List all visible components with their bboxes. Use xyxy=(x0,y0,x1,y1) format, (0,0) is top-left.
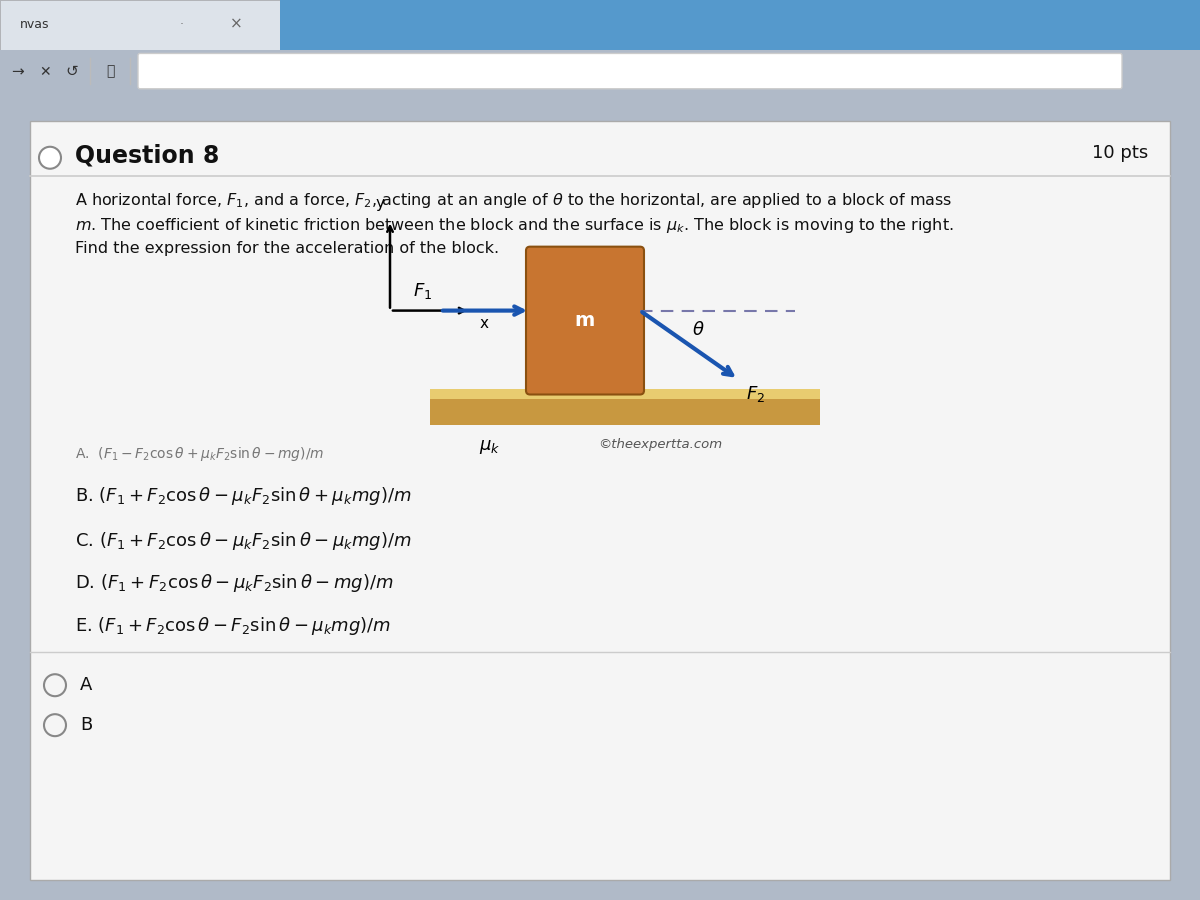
Text: y: y xyxy=(376,195,384,211)
Bar xyxy=(280,0,1200,50)
Bar xyxy=(0,0,280,50)
Text: B. $\left(F_1 + F_2\cos\theta - \mu_k F_2\sin\theta + \mu_k mg\right)/m$: B. $\left(F_1 + F_2\cos\theta - \mu_k F_… xyxy=(74,485,412,508)
Text: Find the expression for the acceleration of the block.: Find the expression for the acceleration… xyxy=(74,240,499,256)
Text: →: → xyxy=(12,64,24,79)
Text: D. $\left(F_1 + F_2\cos\theta - \mu_k F_2\sin\theta - mg\right)/m$: D. $\left(F_1 + F_2\cos\theta - \mu_k F_… xyxy=(74,572,394,594)
FancyBboxPatch shape xyxy=(30,121,1170,880)
Text: A.  $(F_1 - F_2\cos\theta + \mu_k F_2\sin\theta - mg)/m$: A. $(F_1 - F_2\cos\theta + \mu_k F_2\sin… xyxy=(74,446,324,464)
Text: ↺: ↺ xyxy=(66,64,78,79)
Text: $F_2$: $F_2$ xyxy=(746,384,766,404)
Text: $\theta$: $\theta$ xyxy=(692,320,704,338)
FancyBboxPatch shape xyxy=(138,53,1122,89)
Text: A horizontal force, $F_1$, and a force, $F_2$, acting at an angle of $\theta$ to: A horizontal force, $F_1$, and a force, … xyxy=(74,191,953,210)
Text: 10 pts: 10 pts xyxy=(1092,144,1148,162)
Text: C. $\left(F_1 + F_2\cos\theta - \mu_k F_2\sin\theta - \mu_k mg\right)/m$: C. $\left(F_1 + F_2\cos\theta - \mu_k F_… xyxy=(74,530,412,553)
Text: B: B xyxy=(80,716,92,734)
Text: ·: · xyxy=(180,18,184,31)
Bar xyxy=(430,391,820,426)
Text: ©theexpertta.com: ©theexpertta.com xyxy=(598,438,722,452)
Text: $\mu_k$: $\mu_k$ xyxy=(479,438,500,456)
Text: m: m xyxy=(575,311,595,330)
Text: Question 8: Question 8 xyxy=(74,144,220,167)
Text: $F_1$: $F_1$ xyxy=(413,281,432,301)
Text: x: x xyxy=(480,316,490,330)
Text: ×: × xyxy=(230,17,242,32)
Circle shape xyxy=(38,147,61,168)
Text: $m$. The coefficient of kinetic friction between the block and the surface is $\: $m$. The coefficient of kinetic friction… xyxy=(74,216,954,235)
Bar xyxy=(430,389,820,399)
Text: ✕: ✕ xyxy=(40,65,50,78)
FancyBboxPatch shape xyxy=(526,247,644,394)
Text: A: A xyxy=(80,676,92,694)
Text: ⓘ: ⓘ xyxy=(106,65,114,78)
Text: E. $\left(F_1 + F_2\cos\theta - F_2\sin\theta - \mu_k mg\right)/m$: E. $\left(F_1 + F_2\cos\theta - F_2\sin\… xyxy=(74,616,391,637)
Text: nvas: nvas xyxy=(20,18,49,31)
